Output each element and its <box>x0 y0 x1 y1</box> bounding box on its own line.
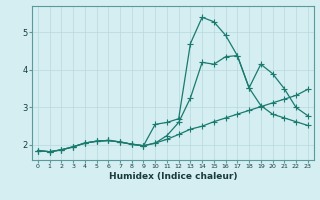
X-axis label: Humidex (Indice chaleur): Humidex (Indice chaleur) <box>108 172 237 181</box>
